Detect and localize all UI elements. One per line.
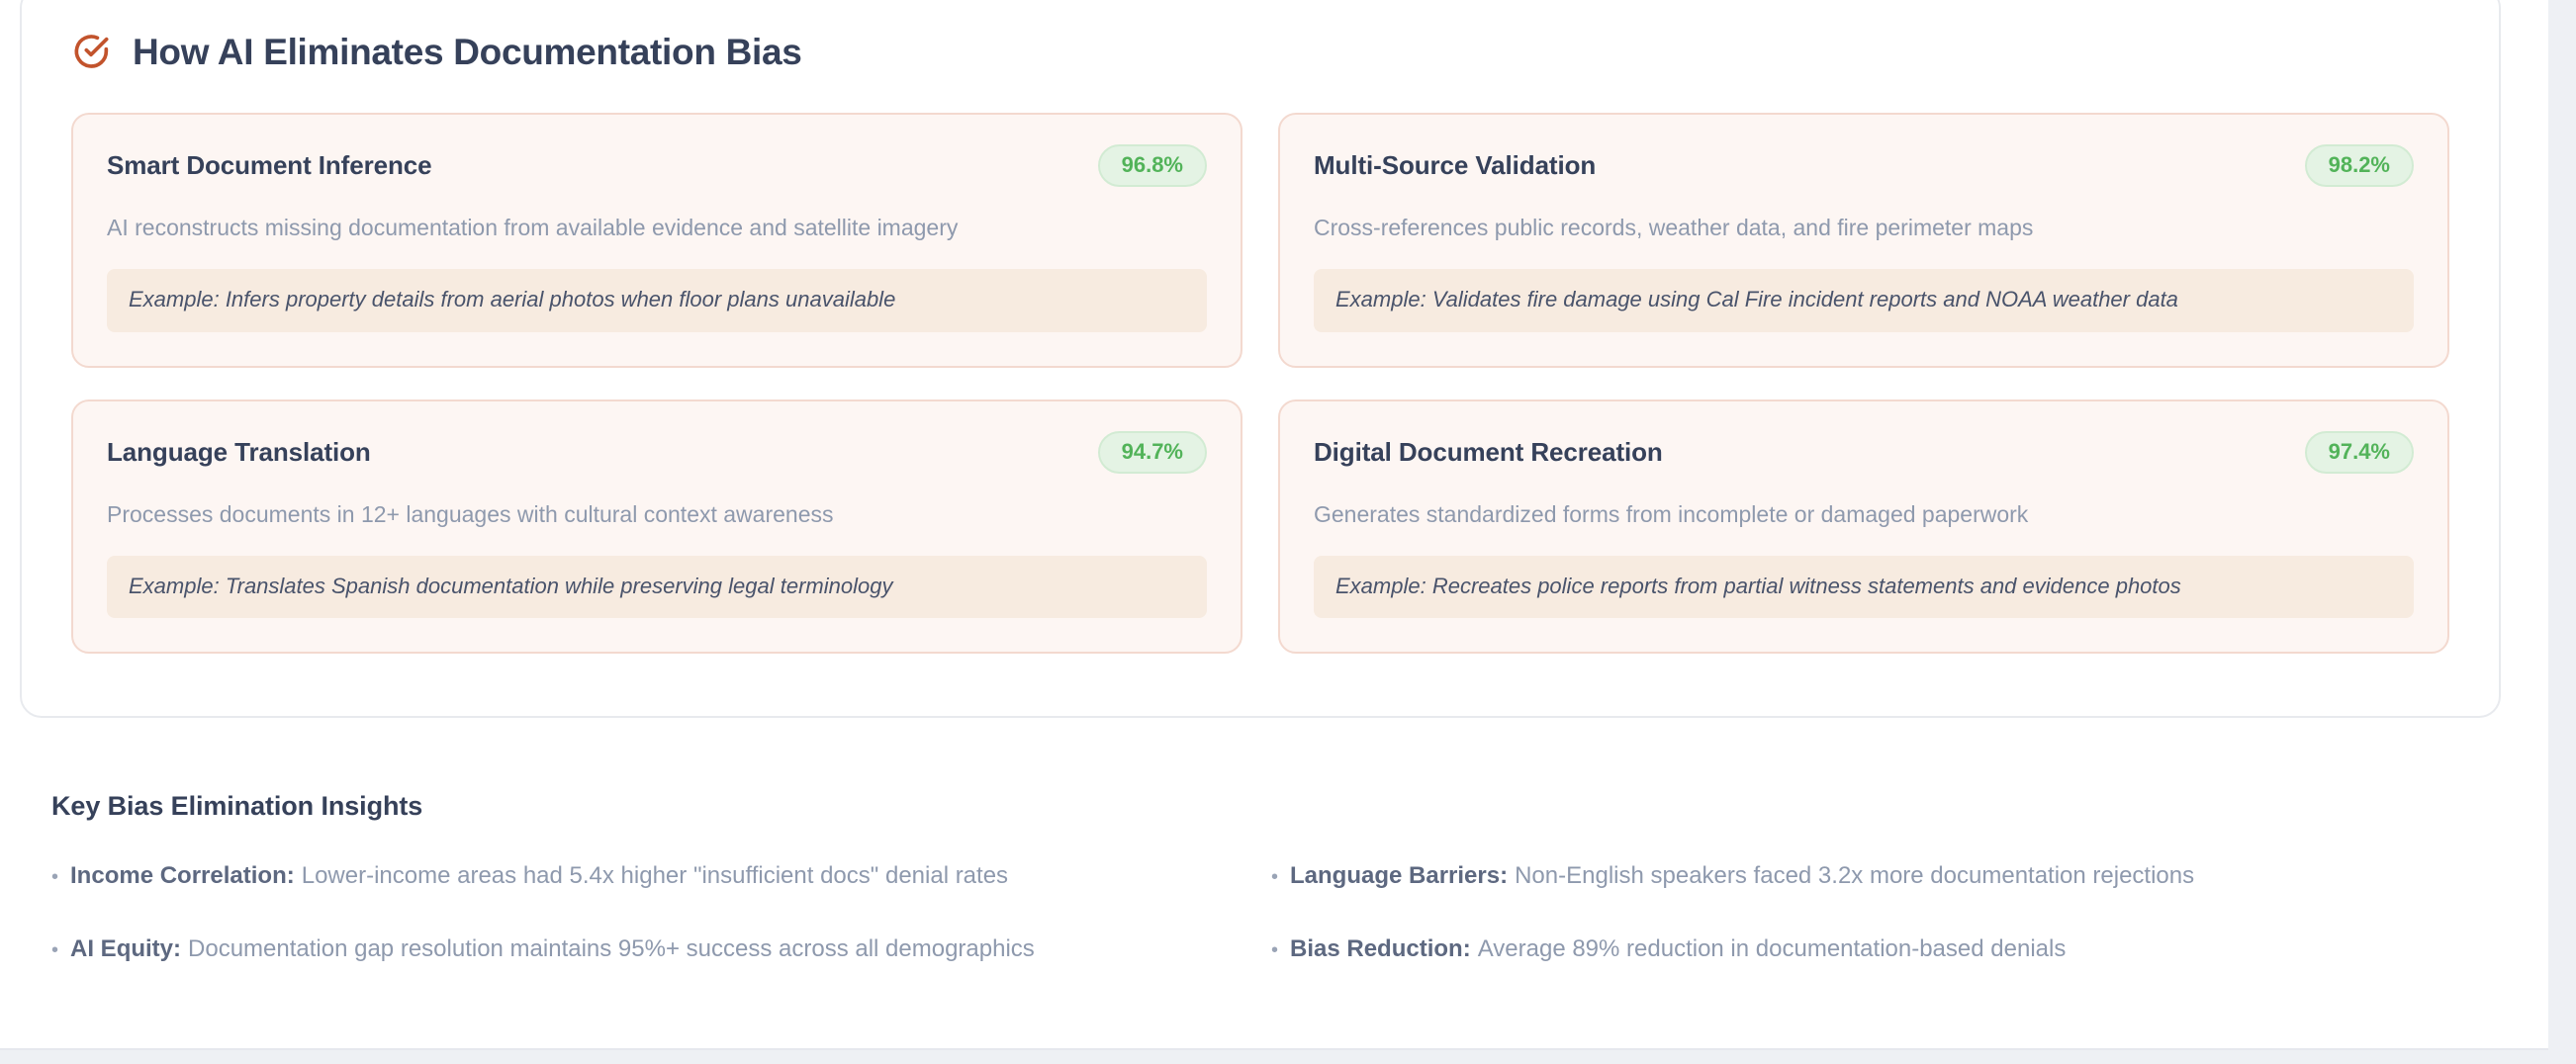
accuracy-badge: 96.8% bbox=[1097, 144, 1207, 187]
feature-card[interactable]: Smart Document Inference 96.8% AI recons… bbox=[71, 113, 1242, 368]
insight-label: Bias Reduction: bbox=[1290, 935, 1471, 962]
accuracy-badge: 94.7% bbox=[1097, 430, 1207, 474]
insight-label: Income Correlation: bbox=[70, 862, 295, 889]
feature-description: AI reconstructs missing documentation fr… bbox=[107, 215, 959, 240]
feature-card[interactable]: Multi-Source Validation 98.2% Cross-refe… bbox=[1278, 113, 2449, 368]
insights-title: Key Bias Elimination Insights bbox=[51, 791, 423, 821]
feature-card[interactable]: Digital Document Recreation 97.4% Genera… bbox=[1278, 399, 2449, 655]
feature-title: Digital Document Recreation bbox=[1314, 436, 1663, 467]
feature-card-grid: Smart Document Inference 96.8% AI recons… bbox=[22, 71, 2499, 655]
feature-card-header: Multi-Source Validation 98.2% bbox=[1314, 144, 2414, 187]
feature-card-header: Digital Document Recreation 97.4% bbox=[1314, 430, 2414, 474]
feature-description: Processes documents in 12+ languages wit… bbox=[107, 500, 834, 527]
insight-item: • Bias Reduction: Average 89% reduction i… bbox=[1271, 934, 2455, 964]
insight-label: AI Equity: bbox=[70, 935, 182, 962]
feature-card-header: Smart Document Inference 96.8% bbox=[107, 144, 1207, 187]
insight-item: • Language Barriers: Non-English speakers… bbox=[1271, 861, 2455, 891]
insight-text: Non-English speakers faced 3.2x more doc… bbox=[1515, 862, 2195, 889]
insights-grid: • Income Correlation: Lower-income areas … bbox=[51, 861, 2455, 964]
key-insights-section: Key Bias Elimination Insights • Income C… bbox=[51, 791, 2455, 964]
insight-text: Average 89% reduction in documentation-b… bbox=[1477, 935, 2067, 962]
bullet-icon: • bbox=[1271, 866, 1279, 888]
circle-check-icon bbox=[71, 32, 111, 71]
feature-example: Example: Validates fire damage using Cal… bbox=[1314, 269, 2414, 332]
insight-item: • AI Equity: Documentation gap resolution… bbox=[51, 934, 1236, 964]
feature-description: Cross-references public records, weather… bbox=[1314, 215, 2034, 240]
insight-body: Bias Reduction: Average 89% reduction in … bbox=[1290, 934, 2066, 964]
bullet-icon: • bbox=[51, 866, 59, 888]
documentation-bias-panel: How AI Eliminates Documentation Bias Sma… bbox=[20, 0, 2501, 718]
feature-card[interactable]: Language Translation 94.7% Processes doc… bbox=[71, 399, 1242, 655]
insight-item: • Income Correlation: Lower-income areas … bbox=[51, 861, 1236, 891]
feature-description: Generates standardized forms from incomp… bbox=[1314, 500, 2029, 527]
feature-title: Language Translation bbox=[107, 436, 371, 467]
bullet-icon: • bbox=[1271, 939, 1279, 961]
insight-text: Documentation gap resolution maintains 9… bbox=[188, 935, 1035, 962]
panel-header: How AI Eliminates Documentation Bias bbox=[22, 0, 2499, 71]
feature-example: Example: Translates Spanish documentatio… bbox=[107, 555, 1207, 619]
feature-example: Example: Infers property details from ae… bbox=[107, 269, 1207, 332]
insight-label: Language Barriers: bbox=[1290, 862, 1509, 889]
insight-body: AI Equity: Documentation gap resolution m… bbox=[70, 934, 1035, 964]
insight-text: Lower-income areas had 5.4x higher "insu… bbox=[301, 862, 1009, 889]
insight-body: Language Barriers: Non-English speakers f… bbox=[1290, 861, 2194, 891]
content-surface: How AI Eliminates Documentation Bias Sma… bbox=[0, 0, 2548, 1050]
insight-body: Income Correlation: Lower-income areas ha… bbox=[70, 861, 1008, 891]
feature-title: Multi-Source Validation bbox=[1314, 150, 1597, 180]
feature-title: Smart Document Inference bbox=[107, 150, 432, 180]
page-title: How AI Eliminates Documentation Bias bbox=[133, 31, 802, 72]
feature-card-header: Language Translation 94.7% bbox=[107, 430, 1207, 474]
bullet-icon: • bbox=[51, 939, 59, 961]
accuracy-badge: 98.2% bbox=[2304, 144, 2414, 187]
feature-example: Example: Recreates police reports from p… bbox=[1314, 555, 2414, 619]
accuracy-badge: 97.4% bbox=[2304, 430, 2414, 474]
